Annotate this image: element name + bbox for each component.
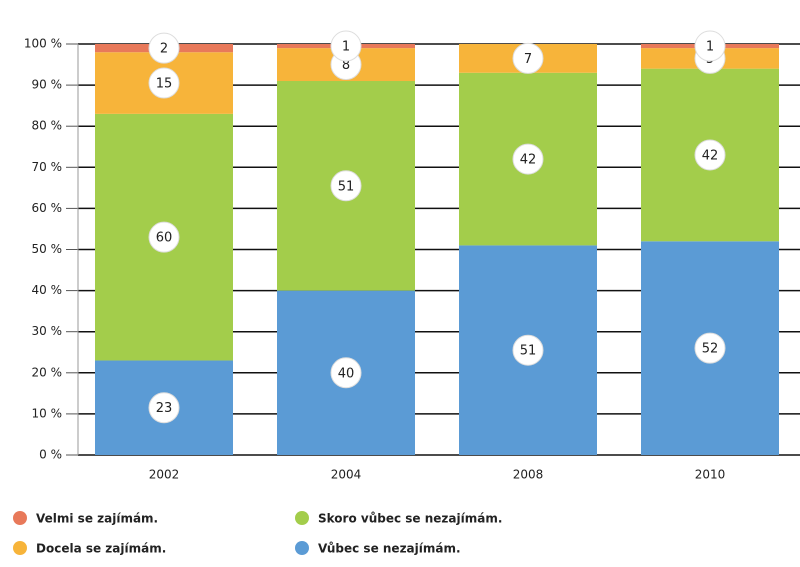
value-label-bg [148,392,180,424]
value-label-bg [148,221,180,253]
value-label: 7 [524,52,532,67]
x-tick-label: 2004 [331,468,362,482]
legend-swatch [295,511,309,525]
value-label-bg [694,139,726,171]
value-label-bg [512,143,544,175]
value-label: 2 [160,42,168,57]
value-label-bg [694,30,726,62]
x-tick-label: 2002 [149,468,180,482]
y-tick-label: 20 % [32,365,63,379]
value-label: 23 [156,401,173,416]
y-tick-label: 10 % [32,406,63,420]
legend-label: Vůbec se nezajímám. [318,542,461,556]
legend-label: Skoro vůbec se nezajímám. [318,512,502,526]
x-tick-label: 2010 [695,468,726,482]
value-label: 40 [338,366,355,381]
value-label: 15 [156,77,173,92]
value-label: 42 [702,148,719,163]
value-label-bg [694,332,726,364]
value-label: 60 [156,231,173,246]
value-label-bg [512,42,544,74]
value-label-bg [330,357,362,389]
legend-label: Velmi se zajímám. [36,512,158,526]
y-tick-label: 30 % [32,324,63,338]
value-label: 1 [342,40,350,55]
y-tick-label: 60 % [32,201,63,215]
value-label-bg [330,170,362,202]
value-label-bg [330,30,362,62]
value-label: 8 [342,58,350,73]
value-label: 52 [702,342,719,357]
value-label-bg [148,67,180,99]
y-tick-label: 80 % [32,119,63,133]
y-tick-label: 100 % [24,37,62,51]
y-tick-label: 70 % [32,160,63,174]
y-tick-label: 0 % [39,448,62,462]
y-tick-label: 50 % [32,242,63,256]
value-label: 51 [520,344,537,359]
x-tick-label: 2008 [513,468,544,482]
legend-swatch [13,541,27,555]
legend-swatch [13,511,27,525]
value-label-bg [512,334,544,366]
y-tick-label: 90 % [32,78,63,92]
legend-swatch [295,541,309,555]
y-tick-label: 40 % [32,283,63,297]
value-label: 51 [338,179,355,194]
value-label: 42 [520,153,537,168]
legend-label: Docela se zajímám. [36,542,166,556]
value-label-bg [148,32,180,64]
value-label: 1 [706,40,714,55]
